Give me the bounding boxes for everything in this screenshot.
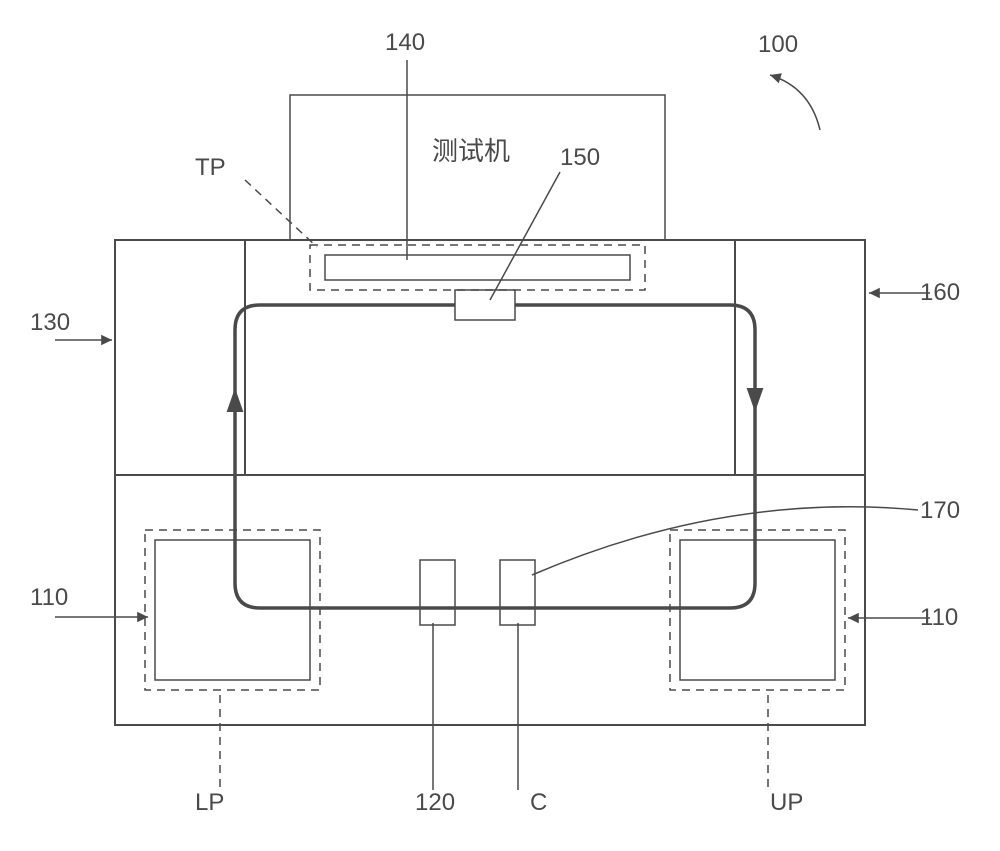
box-150 [455,290,515,320]
tp-solid [325,255,630,280]
lp-solid [155,540,310,680]
tester-box [290,95,665,240]
circuit-loop [235,305,755,608]
label-lp: LP [195,789,224,816]
small-box-right [500,560,535,625]
label-170: 170 [920,497,960,524]
main-rect [115,240,865,725]
label-100: 100 [758,31,798,58]
label-140: 140 [385,29,425,56]
label-150: 150 [560,144,600,171]
up-solid [680,540,835,680]
lp-dashed [145,530,320,690]
tester-label: 测试机 [432,136,510,166]
technical-diagram: 测试机140100150TP130160110110170120CLPUP [0,0,1000,851]
tp-dashed [310,245,645,290]
label-c: C [530,789,547,816]
label-up: UP [770,789,803,816]
label-130: 130 [30,309,70,336]
up-dashed [670,530,845,690]
label-120: 120 [415,789,455,816]
label-tp: TP [195,154,226,181]
label-110-left: 110 [30,584,68,611]
small-box-left [420,560,455,625]
